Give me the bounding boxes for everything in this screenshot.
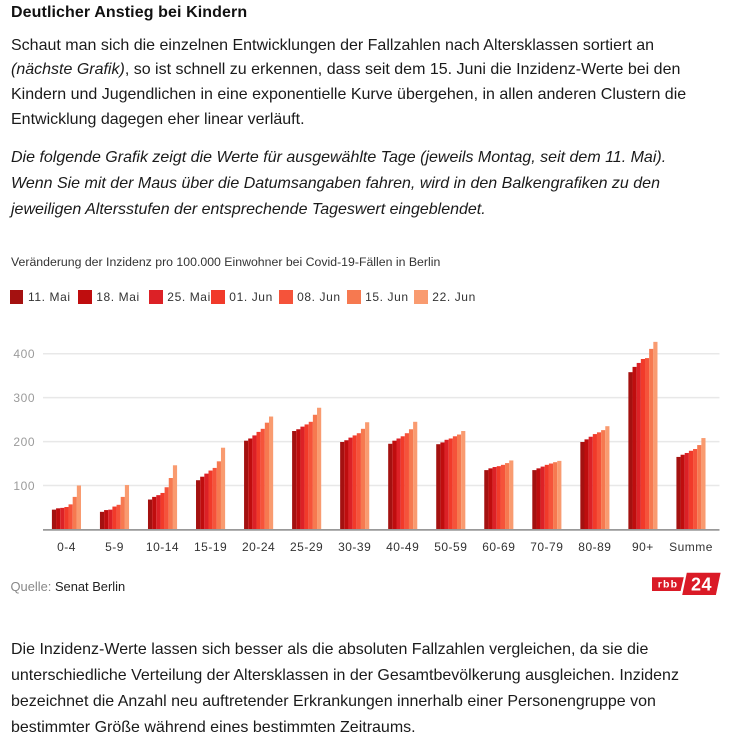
- svg-text:rbb: rbb: [658, 579, 679, 591]
- svg-text:24: 24: [691, 575, 712, 595]
